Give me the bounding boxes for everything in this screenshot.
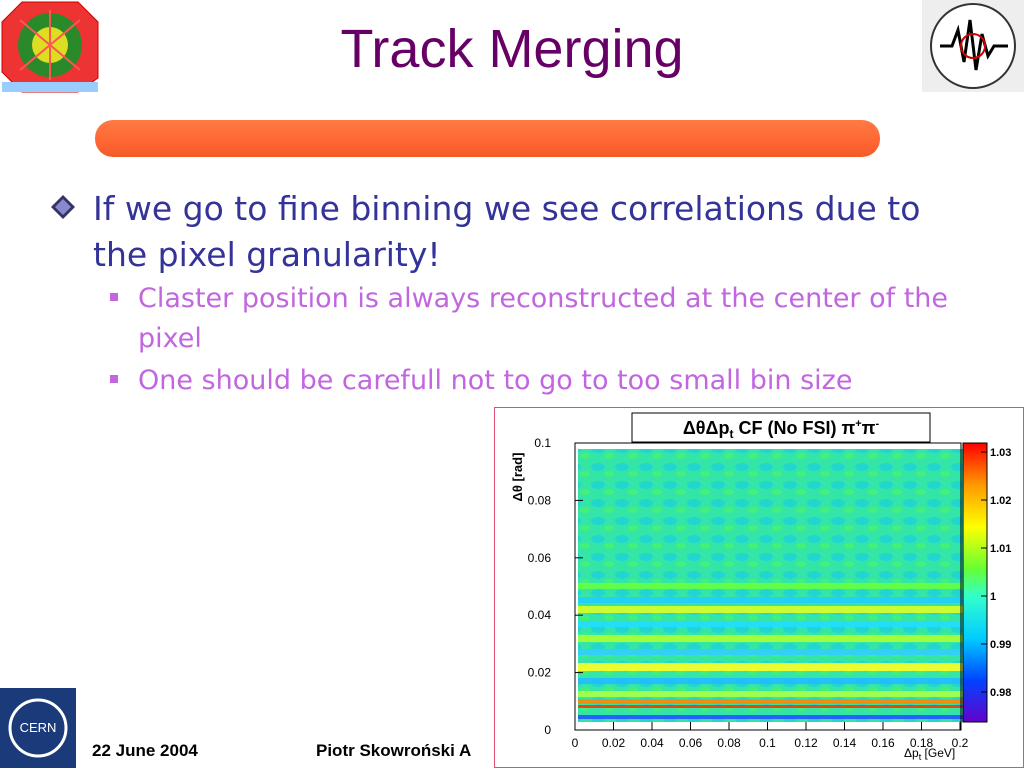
sub-bullet-text: One should be carefull not to go to too … <box>138 365 853 396</box>
x-tick-label: 0.12 <box>794 736 818 750</box>
z-tick-label: 0.98 <box>990 687 1011 699</box>
sub-bullet-icon <box>110 375 118 383</box>
heatmap <box>578 449 963 722</box>
heatmap-stripe <box>578 705 963 708</box>
x-tick-label: 0.08 <box>717 736 741 750</box>
svg-text:CERN: CERN <box>20 720 57 735</box>
x-tick-label: 0.18 <box>910 736 934 750</box>
x-tick-label: 0.04 <box>640 736 664 750</box>
x-axis-label: Δpt [GeV] <box>904 746 955 762</box>
x-tick-label: 0.2 <box>952 736 969 750</box>
footer-author: Piotr Skowroński A <box>316 741 472 760</box>
y-tick-label: 0.06 <box>528 551 552 565</box>
bullet-text: If we go to fine binning we see correlat… <box>93 189 921 274</box>
x-tick-label: 0.16 <box>871 736 895 750</box>
heatmap-stripe <box>578 583 963 589</box>
plot-title-box <box>631 412 931 443</box>
x-tick-label: 0.14 <box>833 736 857 750</box>
bullet-icon <box>51 195 75 219</box>
cern-logo: CERN <box>0 688 76 768</box>
x-tick-label: 0.06 <box>679 736 703 750</box>
alice-logo <box>1 1 99 93</box>
heatmap-stripe <box>578 691 963 697</box>
y-axis-label: Δθ [rad] <box>510 453 525 502</box>
slide-title: Track Merging <box>340 19 684 79</box>
heatmap-stripe <box>578 635 963 642</box>
x-tick-label: 0 <box>572 736 579 750</box>
y-tick-label: 0.08 <box>528 493 552 507</box>
z-tick-label: 1.01 <box>990 543 1011 555</box>
sub-bullet-text: Claster position is always reconstructed… <box>138 283 949 354</box>
y-tick-label: 0.02 <box>528 666 552 680</box>
heatmap-stripe <box>578 715 963 719</box>
heatmap-stripe <box>578 621 963 627</box>
y-tick-label: 0.04 <box>528 608 552 622</box>
x-tick-label: 0.02 <box>602 736 626 750</box>
title-bar <box>95 120 880 157</box>
heatmap-stripe <box>578 678 963 684</box>
y-tick-label: 0.1 <box>534 436 551 450</box>
heatmap-stripe <box>578 649 963 655</box>
figure: ΔθΔpt CF (No FSI) π+π- Δθ [rad] Δpt [GeV… <box>494 407 1024 768</box>
heatmap-stripe <box>578 699 963 704</box>
z-tick-label: 1.03 <box>990 447 1011 459</box>
heatmap-stripe <box>578 663 963 671</box>
heatmap-stripe <box>578 597 963 603</box>
footer-date: 22 June 2004 <box>92 741 198 760</box>
x-tick-label: 0.1 <box>759 736 776 750</box>
z-tick-label: 0.99 <box>990 639 1011 651</box>
z-tick-label: 1 <box>990 591 996 603</box>
faculty-logo <box>922 0 1024 92</box>
sub-bullet-icon <box>110 293 118 301</box>
y-tick-label: 0 <box>544 723 551 737</box>
color-bar <box>962 442 988 723</box>
plot-title: ΔθΔpt CF (No FSI) π+π- <box>683 418 880 441</box>
heatmap-stripe <box>578 606 963 613</box>
z-tick-label: 1.02 <box>990 495 1011 507</box>
